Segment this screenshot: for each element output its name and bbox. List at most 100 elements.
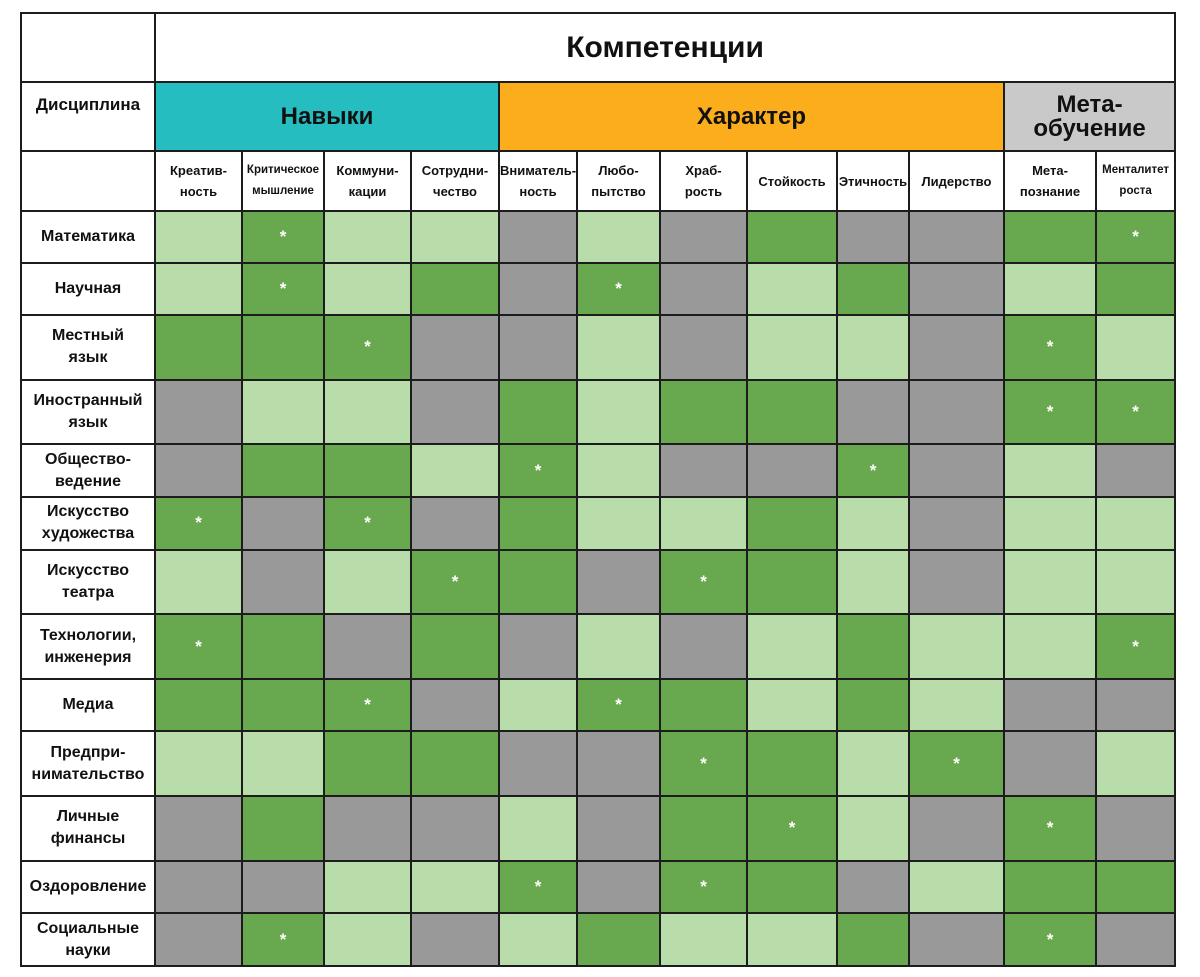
heatmap-cell <box>154 859 243 915</box>
column-header: Храб-рость <box>659 150 748 212</box>
heatmap-cell <box>498 548 578 616</box>
heatmap-cell <box>323 912 412 967</box>
corner-cell <box>20 12 156 83</box>
asterisk-marker: * <box>195 513 202 533</box>
heatmap-cell <box>836 378 910 446</box>
heatmap-cell: * <box>1094 210 1177 264</box>
table-row: Искусство театра * * <box>20 548 1177 616</box>
heatmap-cell <box>576 443 661 498</box>
heatmap-cell: * <box>241 912 325 967</box>
heatmap-cell <box>154 730 243 798</box>
heatmap-cell <box>576 495 661 551</box>
heatmap-cell <box>241 378 325 446</box>
heatmap-cell <box>908 443 1005 498</box>
heatmap-cell <box>1094 548 1177 616</box>
row-label: Предпри-нимательство <box>20 730 156 798</box>
heatmap-cell: * <box>498 443 578 498</box>
asterisk-marker: * <box>279 929 287 949</box>
heatmap-cell <box>323 443 412 498</box>
column-header: Сотрудни-чество <box>410 150 500 212</box>
table-row: Оздоровление * * <box>20 859 1177 915</box>
asterisk-marker: * <box>1132 636 1139 656</box>
column-header: Креатив-ность <box>154 150 243 212</box>
heatmap-cell <box>1003 495 1097 551</box>
asterisk-marker: * <box>279 278 287 298</box>
heatmap-cell <box>746 730 838 798</box>
heatmap-cell <box>241 677 325 733</box>
heatmap-cell <box>576 314 661 381</box>
heatmap-cell <box>323 859 412 915</box>
asterisk-marker: * <box>1046 402 1054 422</box>
heatmap-cell <box>498 677 578 733</box>
heatmap-cell <box>1003 677 1097 733</box>
heatmap-cell <box>746 677 838 733</box>
heatmap-cell <box>659 378 748 446</box>
table-row: Технологии, инженерия * * <box>20 613 1177 680</box>
heatmap-cell <box>323 548 412 616</box>
heatmap-cell <box>836 859 910 915</box>
table-row: Личные финансы * * <box>20 795 1177 862</box>
heatmap-cell <box>576 210 661 264</box>
column-header: Этичность <box>836 150 910 212</box>
heatmap-cell: * <box>1003 912 1097 967</box>
asterisk-marker: * <box>869 460 877 480</box>
heatmap-cell <box>659 912 748 967</box>
heatmap-cell: * <box>836 443 910 498</box>
asterisk-marker: * <box>1132 226 1139 246</box>
asterisk-marker: * <box>1132 402 1139 422</box>
table-row: Предпри-нимательство * * <box>20 730 1177 798</box>
heatmap-cell <box>498 261 578 317</box>
heatmap-cell <box>836 261 910 317</box>
heatmap-cell: * <box>154 613 243 680</box>
heatmap-cell <box>323 613 412 680</box>
heatmap-cell <box>323 261 412 317</box>
heatmap-cell <box>410 378 500 446</box>
heatmap-cell <box>576 912 661 967</box>
heatmap-cell <box>154 795 243 862</box>
heatmap-cell <box>498 210 578 264</box>
heatmap-cell <box>154 261 243 317</box>
heatmap-cell <box>746 443 838 498</box>
heatmap-cell <box>410 912 500 967</box>
asterisk-marker: * <box>195 636 202 656</box>
row-label: Оздоровление <box>20 859 156 915</box>
asterisk-marker: * <box>364 695 371 715</box>
asterisk-marker: * <box>364 337 371 357</box>
heatmap-cell <box>498 613 578 680</box>
heatmap-cell: * <box>241 210 325 264</box>
heatmap-cell <box>1094 443 1177 498</box>
heatmap-cell: * <box>746 795 838 862</box>
heatmap-cell <box>836 548 910 616</box>
heatmap-cell <box>836 210 910 264</box>
row-label: Технологии, инженерия <box>20 613 156 680</box>
heatmap-cell <box>1094 795 1177 862</box>
heatmap-cell <box>154 314 243 381</box>
row-label: Социальные науки <box>20 912 156 967</box>
heatmap-cell: * <box>576 261 661 317</box>
heatmap-cell <box>908 613 1005 680</box>
heatmap-cell <box>498 495 578 551</box>
asterisk-marker: * <box>788 818 796 838</box>
heatmap-cell: * <box>410 548 500 616</box>
column-header: Стойкость <box>746 150 838 212</box>
column-header: Коммуни-кации <box>323 150 412 212</box>
heatmap-cell <box>659 443 748 498</box>
asterisk-marker: * <box>700 877 707 897</box>
heatmap-cell <box>1094 495 1177 551</box>
heatmap-cell <box>323 730 412 798</box>
heatmap-cell <box>908 912 1005 967</box>
heatmap-cell <box>323 795 412 862</box>
row-label: Математика <box>20 210 156 264</box>
heatmap-cell <box>908 495 1005 551</box>
heatmap-cell <box>154 912 243 967</box>
heatmap-cell <box>836 730 910 798</box>
heatmap-cell <box>908 795 1005 862</box>
heatmap-cell <box>498 912 578 967</box>
heatmap-cell <box>410 261 500 317</box>
row-label: Научная <box>20 261 156 317</box>
heatmap-cell <box>836 795 910 862</box>
column-header: Любо-пытство <box>576 150 661 212</box>
heatmap-cell: * <box>323 495 412 551</box>
heatmap-cell <box>659 210 748 264</box>
heatmap-cell <box>498 730 578 798</box>
